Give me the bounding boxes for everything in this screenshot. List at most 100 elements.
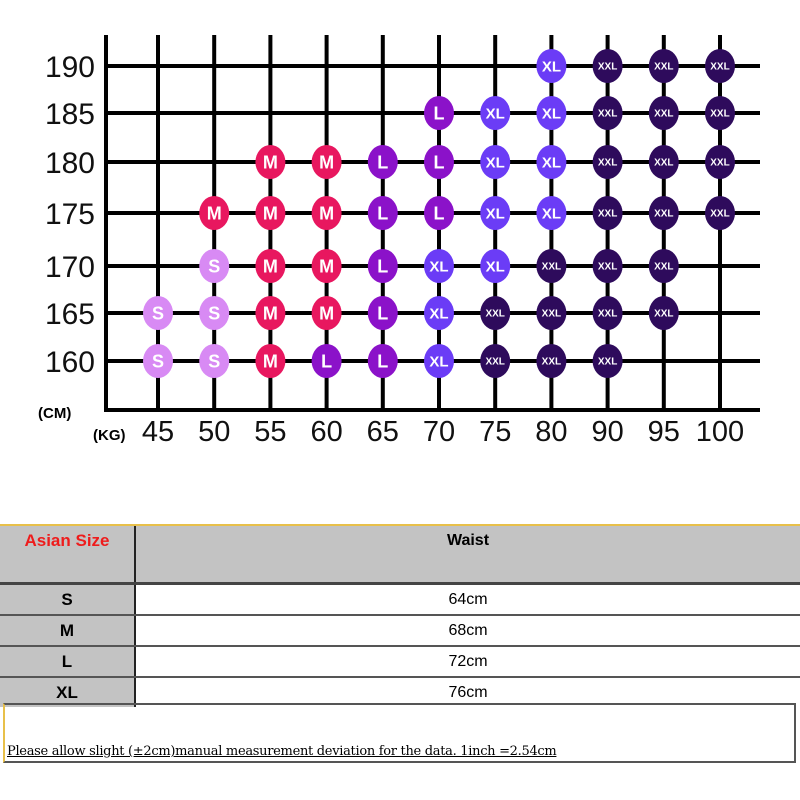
size-point-label: M	[263, 303, 278, 323]
table-row: XL 76cm	[0, 678, 800, 707]
size-point-label: XXL	[654, 262, 673, 273]
size-point-xxl	[648, 296, 679, 330]
measurement-note: Please allow slight (±2cm)manual measure…	[7, 744, 557, 759]
size-point-s	[199, 344, 230, 378]
size-point-label: S	[152, 303, 164, 323]
size-point-label: XXL	[654, 209, 673, 220]
size-point-label: XL	[429, 353, 448, 370]
size-point-label: XXL	[542, 262, 561, 273]
size-point-l	[367, 145, 398, 179]
y-tick-label: 185	[45, 98, 95, 131]
size-point-label: XXL	[598, 109, 617, 120]
size-point-label: L	[321, 351, 332, 371]
waist-cell: 72cm	[136, 647, 800, 676]
size-point-l	[367, 344, 398, 378]
size-point-label: M	[207, 203, 222, 223]
x-unit-label: (KG)	[93, 427, 126, 444]
size-point-xxl	[480, 344, 511, 378]
waist-cell: 68cm	[136, 616, 800, 645]
size-point-label: XL	[429, 258, 448, 275]
size-point-l	[311, 344, 342, 378]
size-point-xxl	[648, 96, 679, 130]
size-point-l	[367, 196, 398, 230]
size-point-xl	[424, 296, 454, 330]
size-point-xxl	[705, 49, 735, 83]
size-point-label: XL	[486, 105, 505, 122]
size-point-xl	[536, 49, 567, 83]
note-box: Please allow slight (±2cm)manual measure…	[3, 703, 796, 763]
y-tick-label: 170	[45, 251, 95, 284]
size-cell: XL	[0, 678, 136, 707]
size-point-label: XL	[486, 154, 505, 171]
x-tick-label: 45	[142, 416, 174, 448]
size-point-xl	[424, 249, 454, 283]
size-point-xxl	[592, 49, 623, 83]
size-point-label: XXL	[598, 262, 617, 273]
size-point-xl	[536, 96, 567, 130]
size-chart: 190 185 180 175 170 165 160 45 50 55 60 65 70 75 80 90 9…	[38, 35, 760, 448]
size-point-xxl	[536, 249, 567, 283]
size-point-l	[424, 96, 454, 130]
size-point-label: S	[208, 256, 220, 276]
size-point-xxl	[648, 49, 679, 83]
size-table: Asian Size Waist S 64cm M 68cm L 72cm XL…	[0, 524, 800, 707]
table-header-row: Asian Size Waist	[0, 526, 800, 585]
size-point-label: L	[377, 152, 388, 172]
size-point-label: S	[152, 351, 164, 371]
size-point-m	[255, 196, 286, 230]
size-point-s	[199, 249, 230, 283]
size-point-l	[367, 296, 398, 330]
size-point-l	[424, 196, 454, 230]
x-tick-label: 60	[310, 416, 342, 448]
header-asian-size: Asian Size	[0, 526, 136, 582]
size-point-label: XL	[542, 58, 561, 75]
size-point-m	[199, 196, 230, 230]
x-tick-label: 70	[423, 416, 455, 448]
size-point-label: M	[263, 351, 278, 371]
size-point-xxl	[648, 145, 679, 179]
size-point-label: XXL	[710, 109, 729, 120]
size-point-label: XXL	[654, 309, 673, 320]
y-tick-label: 175	[45, 198, 95, 231]
size-point-xxl	[480, 296, 511, 330]
size-point-xl	[480, 96, 511, 130]
size-point-label: XXL	[654, 62, 673, 73]
size-point-label: XL	[486, 258, 505, 275]
size-point-label: XXL	[654, 109, 673, 120]
size-point-m	[311, 296, 342, 330]
size-point-m	[255, 145, 286, 179]
size-point-m	[255, 296, 286, 330]
size-point-label: XXL	[485, 357, 504, 368]
size-point-s	[199, 296, 230, 330]
size-point-xxl	[592, 296, 623, 330]
x-tick-label: 90	[591, 416, 623, 448]
y-unit-label: (CM)	[38, 405, 71, 422]
size-point-label: XXL	[598, 209, 617, 220]
y-tick-label: 180	[45, 147, 95, 180]
size-point-label: M	[319, 203, 334, 223]
size-point-xl	[480, 196, 511, 230]
size-point-label: L	[377, 351, 388, 371]
size-point-label: XXL	[598, 158, 617, 169]
size-point-xl	[480, 145, 511, 179]
size-point-xl	[480, 249, 511, 283]
table-row: S 64cm	[0, 585, 800, 616]
size-point-label: S	[208, 351, 220, 371]
size-cell: S	[0, 585, 136, 614]
size-point-label: M	[319, 256, 334, 276]
size-point-label: XXL	[542, 309, 561, 320]
size-point-xxl	[592, 344, 623, 378]
size-point-label: XXL	[485, 309, 504, 320]
size-point-xxl	[536, 296, 567, 330]
size-cell: L	[0, 647, 136, 676]
size-point-label: M	[263, 152, 278, 172]
y-tick-label: 160	[45, 346, 95, 379]
header-waist: Waist	[136, 526, 800, 582]
table-row: M 68cm	[0, 616, 800, 647]
y-tick-label: 165	[45, 298, 95, 331]
size-point-xxl	[705, 145, 735, 179]
size-point-label: XL	[542, 105, 561, 122]
size-point-label: XL	[542, 205, 561, 222]
size-point-s	[143, 296, 173, 330]
x-tick-label: 100	[696, 416, 744, 448]
